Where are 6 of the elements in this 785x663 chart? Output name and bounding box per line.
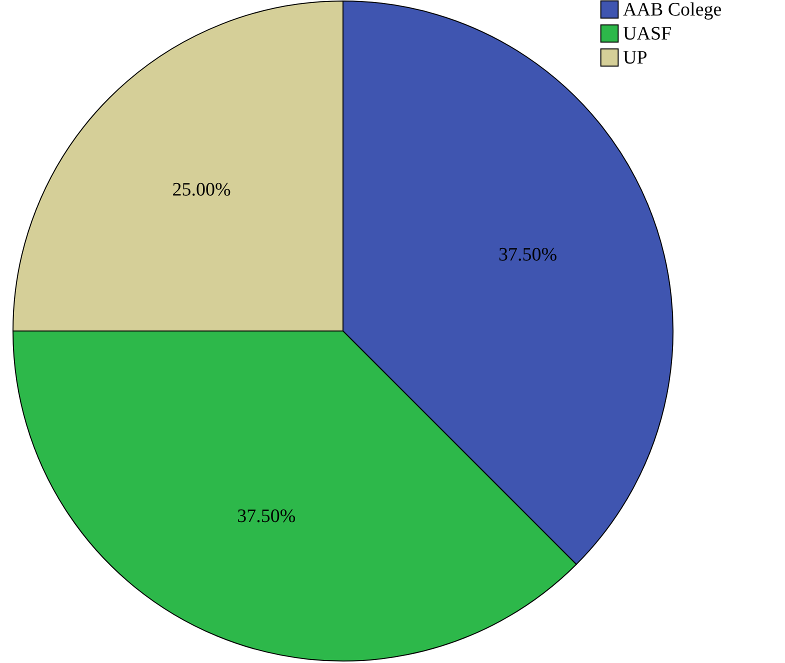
data-label: 37.50% <box>498 244 558 266</box>
legend-label: AAB Colege <box>623 0 722 20</box>
legend-label: UP <box>623 48 648 68</box>
data-label: 25.00% <box>172 180 232 201</box>
legend-label: UASF <box>623 24 672 44</box>
data-label: 37.50% <box>237 506 296 527</box>
